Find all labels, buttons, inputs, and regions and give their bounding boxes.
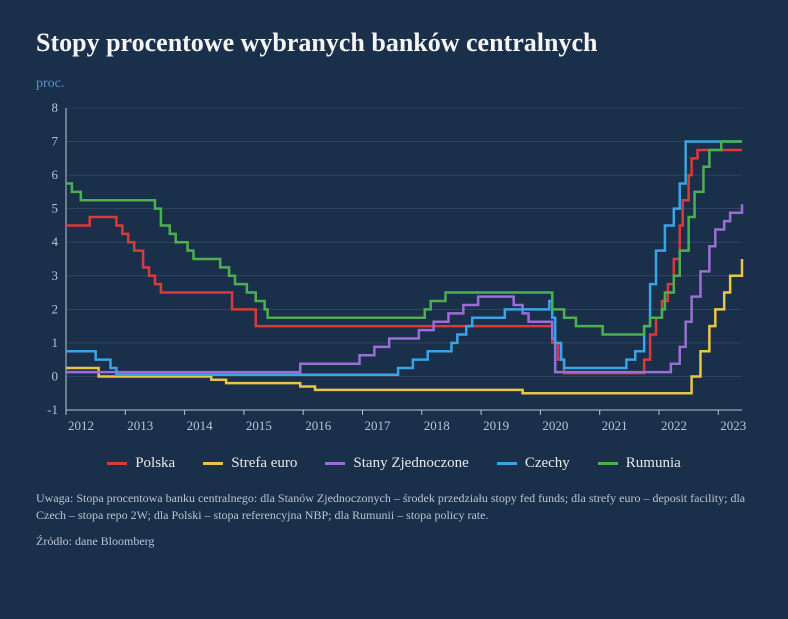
legend: Polska Strefa euro Stany Zjednoczone Czechy…: [36, 455, 752, 472]
legend-item: Strefa euro: [203, 455, 297, 472]
series-Rumunia: [66, 142, 742, 335]
svg-text:2016: 2016: [305, 418, 332, 433]
series-Stany Zjednoczone: [66, 204, 742, 372]
svg-text:-1: -1: [47, 402, 58, 417]
svg-text:2020: 2020: [542, 418, 568, 433]
svg-text:8: 8: [52, 100, 59, 115]
svg-text:2018: 2018: [424, 418, 450, 433]
svg-text:2021: 2021: [602, 418, 628, 433]
legend-swatch: [497, 462, 517, 465]
chart-source: Źródło: dane Bloomberg: [36, 534, 752, 549]
legend-label: Stany Zjednoczone: [353, 455, 468, 472]
svg-text:2014: 2014: [187, 418, 214, 433]
svg-text:2013: 2013: [127, 418, 153, 433]
svg-text:2015: 2015: [246, 418, 272, 433]
svg-text:2017: 2017: [364, 418, 391, 433]
legend-item: Stany Zjednoczone: [325, 455, 468, 472]
svg-text:5: 5: [52, 201, 59, 216]
svg-text:1: 1: [52, 335, 59, 350]
svg-text:2019: 2019: [483, 418, 509, 433]
legend-label: Rumunia: [626, 455, 681, 472]
legend-label: Czechy: [525, 455, 570, 472]
legend-item: Czechy: [497, 455, 570, 472]
legend-swatch: [325, 462, 345, 465]
svg-text:2: 2: [52, 301, 59, 316]
legend-swatch: [107, 462, 127, 465]
svg-text:2023: 2023: [720, 418, 746, 433]
svg-text:3: 3: [52, 268, 59, 283]
legend-swatch: [203, 462, 223, 465]
legend-item: Rumunia: [598, 455, 681, 472]
y-axis-label: proc.: [36, 76, 752, 92]
series-Czechy: [66, 142, 742, 375]
legend-item: Polska: [107, 455, 175, 472]
svg-text:4: 4: [52, 234, 59, 249]
legend-swatch: [598, 462, 618, 465]
svg-text:7: 7: [52, 134, 59, 149]
svg-text:0: 0: [52, 368, 59, 383]
chart-note: Uwaga: Stopa procentowa banku centralneg…: [36, 490, 752, 524]
svg-text:2022: 2022: [661, 418, 687, 433]
svg-text:2012: 2012: [68, 418, 94, 433]
chart-title: Stopy procentowe wybranych banków centra…: [36, 28, 752, 58]
chart-area: -1 0 1 2 3 4 5 6 7 8 2012 2013 2014 2015 2016 2017 2018 2…: [36, 98, 752, 443]
legend-label: Polska: [135, 455, 175, 472]
legend-label: Strefa euro: [231, 455, 297, 472]
svg-text:6: 6: [52, 167, 59, 182]
chart-svg: -1 0 1 2 3 4 5 6 7 8 2012 2013 2014 2015 2016 2017 2018 2…: [36, 98, 752, 438]
